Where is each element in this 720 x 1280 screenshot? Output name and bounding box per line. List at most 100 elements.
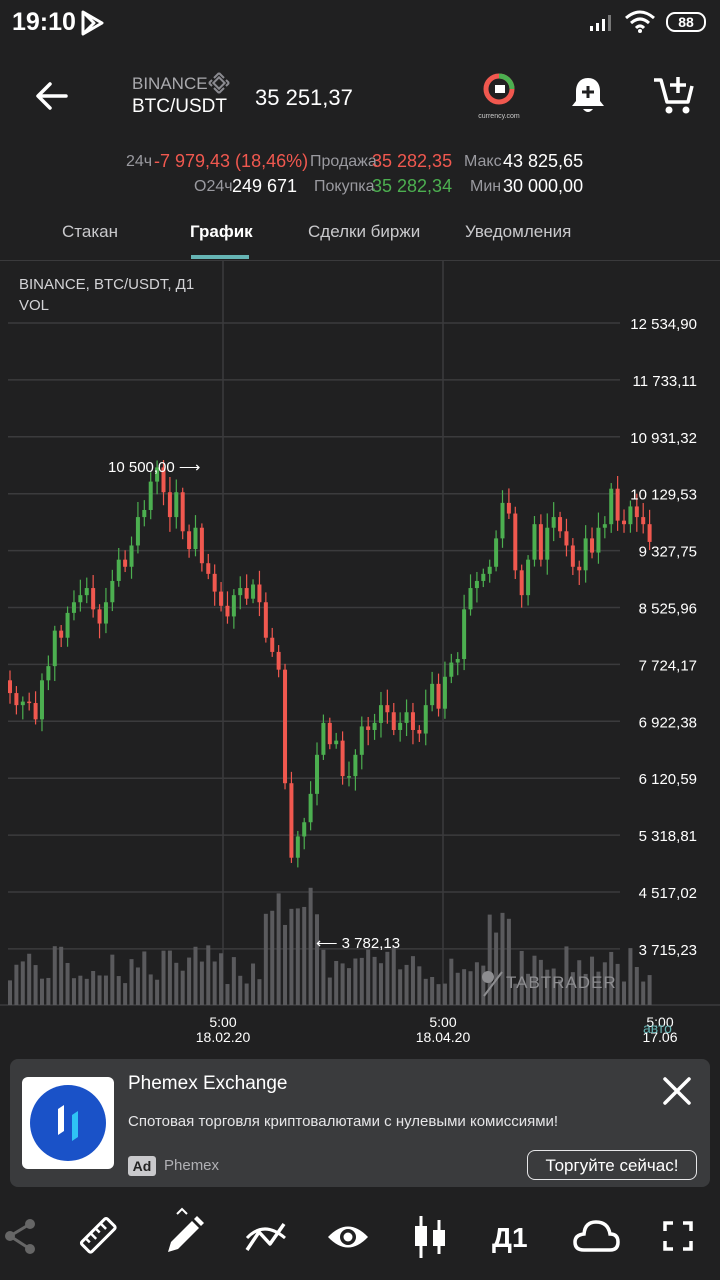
arrow-right-icon: ⟶ [174,459,201,476]
volume-bar [97,975,102,1005]
volume-bar [91,970,96,1005]
volume-bar [244,983,249,1005]
trading-pair[interactable]: BTC/USDT [132,96,227,117]
candle-body [474,580,479,589]
volume-bar [410,956,415,1005]
volume-bar [59,946,64,1005]
volume-bar [455,972,460,1005]
indicators-icon[interactable] [244,1218,288,1254]
currency-com-logo[interactable]: currency.com [474,72,524,120]
tabtrader-logo-icon [482,971,503,997]
min-value: 30 000,00 [503,176,584,196]
time-axis-date: 18.02.20 [196,1029,251,1045]
volume-bar [187,957,192,1005]
tab-order-book[interactable]: Стакан [62,222,118,241]
tab-chart[interactable]: График [190,222,253,241]
candlestick-type-icon[interactable] [410,1214,450,1260]
volume-bar [20,961,25,1005]
draw-pencil-icon[interactable] [162,1206,204,1258]
candle-body [289,783,294,858]
candle-body [46,666,51,681]
candle-body [442,676,447,709]
candle-body [602,524,607,528]
add-to-cart-icon[interactable] [652,74,696,116]
volume-bar [52,946,57,1005]
auto-scale-toggle[interactable]: авто [643,1020,672,1036]
ad-cta-button[interactable]: Торгуйте сейчас! [527,1150,697,1180]
candle-body [244,588,249,599]
ruler-icon[interactable] [78,1214,120,1258]
candle-body [39,680,44,720]
battery-indicator: 88 [666,12,706,32]
price-axis-label: 11 733,11 [632,373,697,390]
candle-body [155,467,160,482]
candle-body [513,513,518,571]
candle-body [231,595,236,617]
arrow-left-icon: ⟵ [316,935,342,952]
volume-bar [340,963,345,1005]
volume-bar [123,983,128,1005]
close-icon[interactable] [660,1074,694,1108]
add-alert-bell-icon[interactable] [570,75,606,115]
change-value: -7 979,43 (18,46%) [154,151,309,171]
candle-body [372,722,377,730]
tab-notifications[interactable]: Уведомления [465,222,572,241]
candle-body [468,588,473,610]
volume-bar [474,962,479,1005]
buy-value: 35 282,34 [372,176,453,196]
interval-selector[interactable]: Д1 [492,1222,528,1253]
candle-body [219,591,224,606]
candle-body [283,669,288,784]
volume-bar [167,950,172,1005]
buy-label: Покупка [314,178,375,195]
volume-bar [155,979,160,1005]
candle-body [647,524,652,542]
volume-bar [583,973,588,1005]
volume-label: О24ч [194,178,233,195]
volume-bar [148,974,153,1005]
candle-body [519,570,524,596]
max-value: 43 825,65 [503,151,584,171]
tab-exchange-trades[interactable]: Сделки биржи [308,222,421,241]
price-chart[interactable]: 12 534,90 11 733,11 10 931,32 10 129,53 9 32… [0,260,720,1050]
ad-banner[interactable] [10,1059,710,1187]
candle-body [295,836,300,858]
currency-com-text: currency.com [478,113,520,120]
volume-bar [436,984,441,1005]
volume-bar [276,893,281,1005]
candle-body [263,602,268,638]
volume-bar [468,971,473,1005]
chart-legend-symbol: BINANCE, BTC/USDT, Д1 [19,276,195,293]
volume-bar [71,978,76,1005]
fullscreen-icon[interactable] [662,1220,694,1252]
volume-bar [622,981,627,1005]
candle-body [123,559,128,567]
candle-body [570,545,575,567]
candle-body [462,609,467,660]
volume-bar [526,973,531,1005]
wifi-icon [625,10,655,33]
candle-body [14,693,19,706]
tabtrader-watermark: TABTRADER [480,968,617,998]
time-axis-time: 5:00 [429,1014,456,1030]
cloud-icon[interactable] [572,1218,620,1254]
eye-icon[interactable] [326,1220,370,1254]
candle-body [558,517,563,532]
volume-bar [590,956,595,1005]
volume-bar [27,953,32,1005]
share-icon[interactable] [2,1216,38,1256]
ad-title[interactable]: Phemex Exchange [128,1073,288,1094]
candle-body [174,492,179,518]
volume-value: 249 671 [232,176,298,196]
volume-bar [430,976,435,1005]
back-arrow-icon[interactable] [34,78,70,114]
candle-body [634,506,639,518]
price-axis-label: 6 120,59 [639,771,697,788]
status-bar: 19:10 88 [0,0,720,48]
candle-body [494,538,499,567]
volume-bar [596,971,601,1005]
ad-advertiser: Phemex [164,1157,220,1174]
low-marker: ⟵ 3 782,13 [316,934,400,952]
tab-bar: Стакан График Сделки биржи Уведомления [0,206,720,261]
candle-body [615,488,620,521]
